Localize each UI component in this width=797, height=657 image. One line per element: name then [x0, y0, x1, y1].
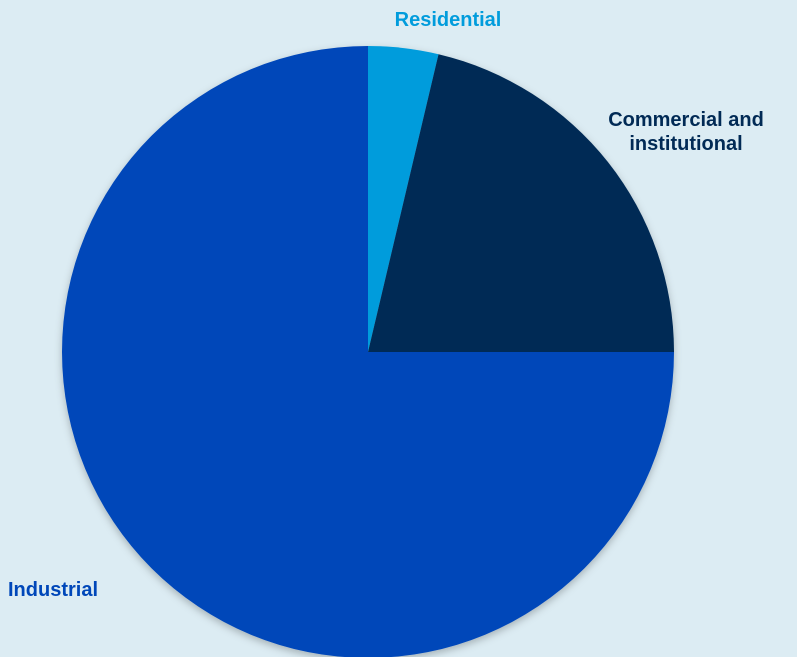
label-industrial: Industrial	[8, 579, 98, 601]
label-commercial-institutional: Commercial and institutional	[608, 109, 764, 155]
pie-slice-residential	[368, 46, 439, 352]
label-residential: Residential	[395, 9, 502, 31]
pie-labels: Residential Commercial and institutional In…	[8, 9, 764, 601]
pie-slice-commercial-institutional	[368, 54, 674, 352]
pie-slice-industrial	[62, 46, 674, 657]
pie-slices	[62, 46, 674, 657]
